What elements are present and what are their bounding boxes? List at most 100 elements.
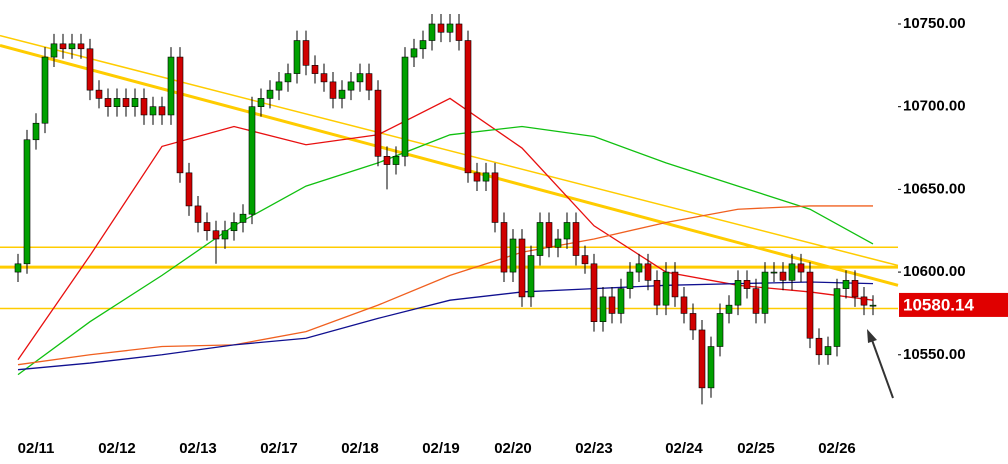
plot [0,14,899,405]
x-tick-label: 02/26 [818,440,856,457]
candle-body [392,156,400,165]
candle-body [680,296,688,314]
candle-body [401,56,409,157]
candle-body [86,48,94,91]
arrow-head [867,329,877,343]
candle-body [158,106,166,116]
candle-body [698,329,706,389]
candle-body [644,263,652,281]
candle-body [131,98,139,107]
candle-body [383,156,391,165]
candle-body [869,304,877,307]
candle-body [824,346,832,356]
candle-body [653,280,661,306]
x-tick-label: 02/23 [575,440,613,457]
candle-body [167,56,175,116]
x-tick-label: 02/11 [18,440,55,457]
candle-body [437,23,445,33]
candle-body [608,296,616,314]
candle-body [95,89,103,99]
candle-body [734,280,742,306]
candle-body [50,43,58,58]
candle-body [842,280,850,289]
candle-body [419,40,427,50]
candle-body [500,222,508,273]
candle-body [275,81,283,91]
candle-body [311,65,319,74]
y-tick-label: 10600.00 [903,263,966,280]
candle-body [140,98,148,116]
last-price-box [899,292,1008,317]
candle-body [365,73,373,91]
arrow [871,339,894,399]
candle-body [185,172,193,207]
candle-body [635,263,643,273]
candle-body [554,238,562,248]
y-tick-label: 10700.00 [903,98,966,115]
candle-body [347,81,355,91]
candle-body [338,89,346,99]
candle-body [14,263,22,273]
x-tick-label: 02/25 [737,440,775,457]
candle-body [113,98,121,107]
candle-body [212,230,220,240]
candle-body [617,288,625,314]
candle-body [599,296,607,323]
trend-line [0,44,899,287]
candle-body [833,288,841,347]
x-tick-label: 02/17 [260,440,298,457]
candle-body [284,73,292,83]
candle-body [293,40,301,74]
candle-body [527,255,535,298]
candle-body [491,172,499,223]
candle-body [662,271,670,306]
y-tick-label: 10650.00 [903,180,966,197]
y-tick-label: 10550.00 [903,346,966,363]
candle-body [707,346,715,389]
last-price-label: 10580.14 [903,295,974,314]
candle-body [716,313,724,347]
candle-body [248,106,256,215]
y-tick-label: 10750.00 [903,15,966,32]
candle-body [41,56,49,124]
plot-area [0,0,898,435]
candle-body [302,40,310,66]
candle-body [752,288,760,314]
candle-body [221,230,229,240]
candle-body [851,280,859,298]
candle-body [356,73,364,83]
candle-body [473,172,481,182]
candle-body [59,43,67,50]
candle-body [203,222,211,232]
candle-body [779,271,787,281]
candle-body [455,23,463,41]
candle-body [860,296,868,306]
candle-body [761,271,769,314]
candle-body [104,98,112,107]
candle-body [788,263,796,281]
candle-body [257,98,265,107]
candle-body [194,205,202,223]
candle-body [77,43,85,50]
candle-body [68,43,76,50]
candle-body [671,271,679,298]
candle-body [536,222,544,256]
x-tick-label: 02/18 [341,440,379,457]
candle-body [482,172,490,182]
candle-body [725,304,733,314]
candle-body [626,271,634,289]
candle-body [572,222,580,256]
candle-body [815,337,823,356]
ma-line [17,125,874,376]
candle-body [428,23,436,41]
candle-body [446,23,454,33]
candle-body [176,56,184,174]
candle-body [374,89,382,157]
candle-body [518,238,526,298]
candle-body [32,122,40,141]
trend-line [0,34,899,267]
candle-body [149,106,157,116]
candle-body [23,139,31,265]
candle-body [266,89,274,99]
